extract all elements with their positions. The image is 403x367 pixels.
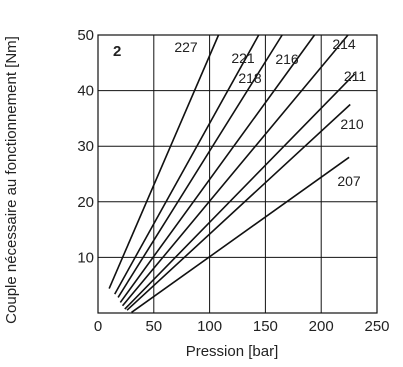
x-tick-label: 50 [145,318,162,335]
plot-border [97,34,378,314]
series-line-216 [119,34,316,303]
x-axis-title: Pression [bar] [186,343,279,360]
series-label-214: 214 [332,36,356,52]
series-label-218: 218 [238,70,262,86]
y-tick-label: 30 [77,138,94,155]
series-line-211 [124,73,356,310]
panel-label: 2 [113,43,121,60]
series-line-221 [114,34,260,295]
series-label-210: 210 [340,116,364,132]
series-label-221: 221 [231,50,255,66]
y-tick-label: 40 [77,83,94,100]
series-line-227 [108,34,220,289]
y-tick-label: 20 [77,194,94,211]
y-axis-title: Couple nécessaire au fonctionnement [Nm] [3,36,20,324]
x-tick-label: 250 [364,318,389,335]
x-tick-label: 0 [94,318,102,335]
series-line-207 [131,156,350,314]
series-line-210 [126,103,351,311]
y-tick-label: 10 [77,249,94,266]
series-line-218 [117,34,283,298]
x-tick-label: 200 [309,318,334,335]
plot-frame [97,34,378,314]
series-label-207: 207 [337,173,361,189]
grid [98,35,377,313]
series-label-211: 211 [344,68,367,84]
tick-labels: 0 50 100 150 200 250 10 20 30 40 50 [77,27,389,335]
y-tick-label: 50 [77,27,94,44]
series-labels: 227 221 218 216 214 211 210 207 [174,36,366,189]
series-line-214 [121,34,349,307]
series-lines [108,34,356,314]
series-label-216: 216 [275,51,299,67]
x-tick-label: 100 [197,318,222,335]
series-label-227: 227 [174,39,198,55]
x-tick-label: 150 [253,318,278,335]
